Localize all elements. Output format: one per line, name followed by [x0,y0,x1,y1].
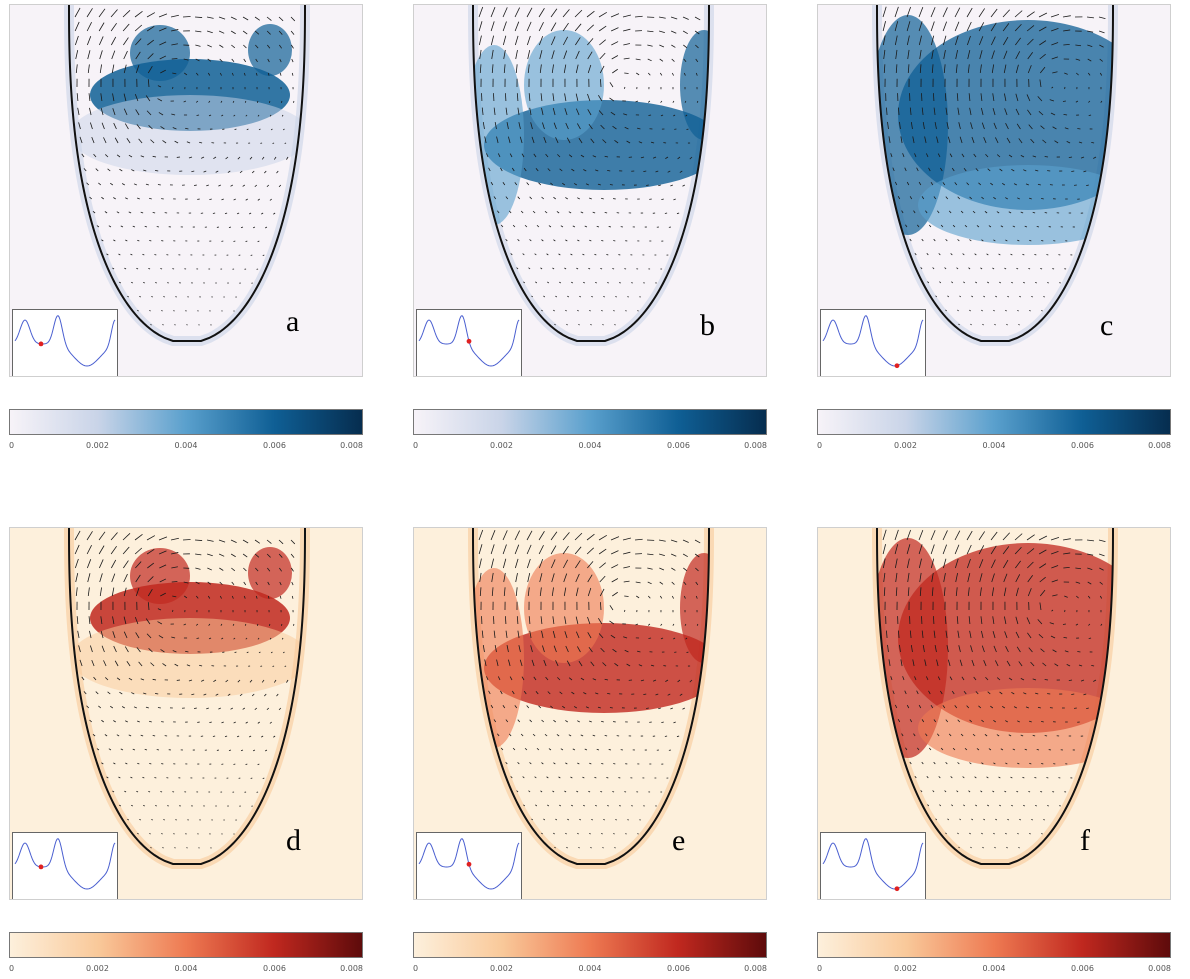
time-marker [894,886,900,892]
time-marker [38,864,44,870]
flow-field-b [414,5,766,376]
flow-field-d [10,528,362,899]
inset-plot-c [820,309,926,376]
colorbar-tick-label: 0.002 [86,964,109,973]
colorbar-blue-a [9,409,363,435]
panel-label-d: d [286,824,301,857]
panel-label-a: a [286,305,300,338]
colorbar-tick-label: 0.008 [1148,964,1171,973]
colorbar-tick-label: 0.006 [1071,964,1094,973]
panel-f: f [817,527,1171,900]
panel-a: a [9,4,363,377]
inset-plot-b [416,309,522,376]
panel-label-f: f [1080,824,1090,857]
panel-d: d [9,527,363,900]
colorbar-ticks-c: 0 0.002 0.004 0.006 0.008 [817,441,1177,455]
vortex-region [70,547,305,698]
velocity-arrows [74,530,296,849]
vortex-region [877,15,1113,245]
colorbar-red-e [413,932,767,958]
colorbar-tick-label: 0.008 [744,441,767,450]
panel-e: e [413,527,767,900]
colorbar-tick-label: 0.006 [263,964,286,973]
colorbar-ticks-d: 0 0.002 0.004 0.006 0.008 [9,964,369,978]
vortex-region [877,538,1113,768]
cup-outline [68,528,306,865]
colorbar-tick-label: 0.004 [174,441,198,450]
cup-outline [68,5,306,342]
panel-c: c [817,4,1171,377]
time-marker [466,861,472,867]
colorbar-ticks-f: 0 0.002 0.004 0.006 0.008 [817,964,1177,978]
colorbar-tick-label: 0.002 [86,441,109,450]
colorbar-tick-label: 0.008 [340,441,363,450]
colorbar-tick-label: 0 [413,964,419,973]
cup-outline [876,528,1114,865]
panel-label-b: b [700,309,715,342]
time-marker [894,363,900,369]
time-marker [466,338,472,344]
colorbar-tick-label: 0.006 [667,441,690,450]
colorbar-ticks-e: 0 0.002 0.004 0.006 0.008 [413,964,773,978]
colorbar-tick-label: 0.008 [744,964,767,973]
inset-curve [14,315,116,367]
velocity-arrows [74,7,296,326]
colorbar-tick-label: 0.006 [1071,441,1094,450]
colorbar-tick-label: 0 [9,441,15,450]
colorbar-blue-c [817,409,1171,435]
velocity-arrows [478,6,701,326]
colorbar-ticks-b: 0 0.002 0.004 0.006 0.008 [413,441,773,455]
colorbar-tick-label: 0.004 [578,441,602,450]
colorbar-tick-label: 0.002 [490,964,513,973]
colorbar-ticks-a: 0 0.002 0.004 0.006 0.008 [9,441,369,455]
inset-plot-e [416,832,522,899]
colorbar-tick-label: 0.006 [263,441,286,450]
colorbar-tick-label: 0.004 [174,964,198,973]
colorbar-tick-label: 0.002 [894,441,917,450]
cup-outline [472,5,710,342]
colorbar-tick-label: 0.002 [490,441,513,450]
inset-curve [822,315,924,367]
colorbar-tick-label: 0.002 [894,964,917,973]
cup-outline [472,528,710,865]
cup-outline [876,5,1114,342]
colorbar-red-f [817,932,1171,958]
colorbar-tick-label: 0.008 [340,964,363,973]
colorbar-tick-label: 0 [817,964,823,973]
vortex-region [473,30,709,225]
panel-b: b [413,4,767,377]
colorbar-tick-label: 0 [9,964,15,973]
panel-label-c: c [1100,309,1114,342]
inset-plot-a [12,309,118,376]
velocity-arrows [478,529,701,849]
colorbar-red-d [9,932,363,958]
colorbar-tick-label: 0 [413,441,419,450]
vortex-region [473,553,709,748]
time-marker [38,341,44,347]
inset-plot-f [820,832,926,899]
colorbar-blue-b [413,409,767,435]
colorbar-tick-label: 0.004 [982,964,1006,973]
colorbar-tick-label: 0.004 [578,964,602,973]
colorbar-tick-label: 0.004 [982,441,1006,450]
colorbar-tick-label: 0.006 [667,964,690,973]
velocity-arrows [882,6,1106,326]
inset-curve [14,838,116,890]
inset-plot-d [12,832,118,899]
colorbar-tick-label: 0.008 [1148,441,1171,450]
colorbar-tick-label: 0 [817,441,823,450]
inset-curve [822,838,924,890]
panel-label-e: e [672,824,686,857]
vortex-region [70,24,305,175]
velocity-arrows [882,529,1106,849]
